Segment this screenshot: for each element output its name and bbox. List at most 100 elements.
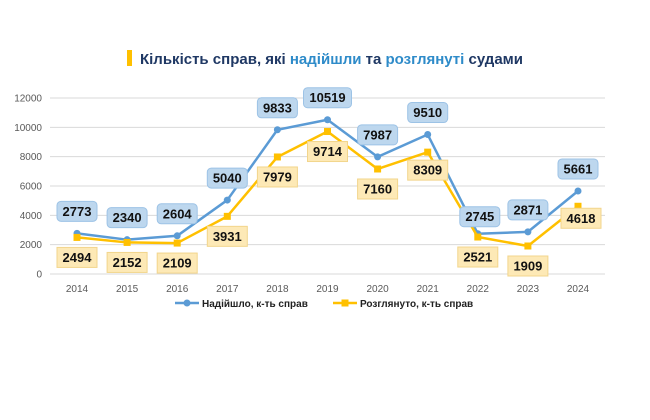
data-label-box	[106, 207, 148, 229]
data-label: 2745	[459, 206, 501, 228]
legend-item: Надійшло, к-ть справ	[175, 299, 308, 310]
data-label-text: 5661	[564, 161, 593, 176]
data-point	[73, 233, 81, 241]
data-label: 2340	[106, 207, 148, 229]
data-label: 5040	[206, 167, 248, 189]
data-label-text: 9714	[313, 144, 343, 159]
data-label: 2871	[507, 199, 549, 221]
data-point	[123, 238, 131, 246]
data-label-text: 2340	[113, 210, 142, 225]
data-label-box	[256, 97, 298, 119]
data-label: 9510	[407, 102, 449, 124]
data-label-text: 2109	[163, 256, 192, 271]
data-label-box	[56, 246, 98, 268]
title-text: та	[361, 51, 386, 68]
data-label: 2521	[457, 246, 499, 268]
x-tick-label: 2018	[266, 284, 289, 295]
data-label-text: 2152	[113, 255, 142, 270]
data-label-text: 2604	[163, 206, 193, 221]
data-label-text: 10519	[309, 90, 345, 105]
data-label-text: 1909	[513, 259, 542, 274]
data-point	[474, 233, 482, 241]
data-label-text: 7979	[263, 169, 292, 184]
data-label-box	[507, 199, 549, 221]
data-point	[574, 187, 582, 195]
data-label-text: 2871	[513, 202, 542, 217]
data-point	[173, 239, 181, 247]
data-label-box	[303, 87, 352, 109]
data-label-box	[307, 141, 348, 163]
data-label-text: 2521	[463, 250, 492, 265]
data-label-box	[357, 124, 399, 146]
data-label: 7160	[357, 178, 399, 200]
y-tick-label: 2000	[20, 240, 43, 251]
x-tick-label: 2023	[517, 284, 540, 295]
data-label: 3931	[206, 225, 248, 247]
data-label-text: 3931	[213, 229, 242, 244]
x-tick-label: 2020	[366, 284, 389, 295]
data-label: 2494	[56, 246, 98, 268]
data-label: 2773	[56, 200, 98, 222]
data-label-box	[206, 167, 248, 189]
title-accent-bar	[126, 50, 132, 66]
data-label-box	[156, 203, 198, 225]
legend-label: Розглянуто, к-ть справ	[360, 299, 473, 310]
data-point	[324, 128, 331, 136]
data-point	[524, 242, 532, 250]
data-label-box	[56, 200, 98, 222]
data-label-box	[507, 255, 549, 277]
data-label: 4618	[560, 207, 602, 229]
x-tick-label: 2022	[467, 284, 490, 295]
data-point	[273, 153, 281, 161]
data-label-box	[407, 159, 449, 181]
x-tick-label: 2016	[166, 284, 189, 295]
data-point	[574, 202, 582, 210]
y-tick-label: 12000	[14, 94, 42, 105]
title-highlight-received: надійшли	[289, 51, 362, 68]
legend-marker	[183, 299, 191, 307]
y-tick-label: 8000	[20, 152, 43, 163]
data-label-text: 7987	[363, 127, 392, 142]
x-tick-label: 2021	[417, 284, 440, 295]
title-highlight-reviewed: розглянуті	[385, 51, 465, 68]
data-point	[324, 116, 331, 124]
y-tick-label: 6000	[20, 182, 43, 193]
legend-item: Розглянуто, к-ть справ	[333, 299, 473, 310]
x-tick-label: 2017	[216, 284, 239, 295]
data-point	[374, 153, 382, 161]
data-point	[173, 232, 181, 240]
data-label-box	[106, 251, 148, 273]
legend-marker	[341, 299, 349, 307]
data-point	[424, 148, 432, 156]
data-label-box	[407, 102, 449, 124]
data-label-text: 4618	[567, 211, 596, 226]
data-label-text: 5040	[213, 171, 242, 186]
data-point	[374, 165, 382, 173]
data-label: 7979	[256, 166, 298, 188]
data-label-box	[557, 158, 599, 180]
y-tick-label: 4000	[20, 211, 43, 222]
data-label: 9714	[307, 141, 348, 163]
data-label: 9833	[256, 97, 298, 119]
y-tick-label: 0	[36, 270, 42, 281]
title-text: судами	[464, 51, 523, 68]
data-label-box	[357, 178, 399, 200]
data-label-text: 2773	[63, 204, 92, 219]
series-line-1	[76, 118, 579, 241]
data-label-box	[156, 252, 198, 274]
data-label-text: 2745	[465, 209, 494, 224]
data-label-box	[459, 206, 501, 228]
data-label: 1909	[507, 255, 549, 277]
legend-label: Надійшло, к-ть справ	[202, 299, 308, 310]
data-label: 2109	[156, 252, 198, 274]
chart-title: Кількість справ, які надійшли та розглян…	[0, 50, 650, 68]
data-label: 7987	[357, 124, 399, 146]
data-label-text: 9510	[413, 105, 442, 120]
data-label-box	[256, 166, 298, 188]
data-label: 2604	[156, 203, 198, 225]
x-tick-label: 2014	[66, 284, 89, 295]
data-point	[223, 212, 231, 220]
data-label: 5661	[557, 158, 599, 180]
data-label-box	[560, 207, 602, 229]
data-label-text: 7160	[363, 181, 392, 196]
